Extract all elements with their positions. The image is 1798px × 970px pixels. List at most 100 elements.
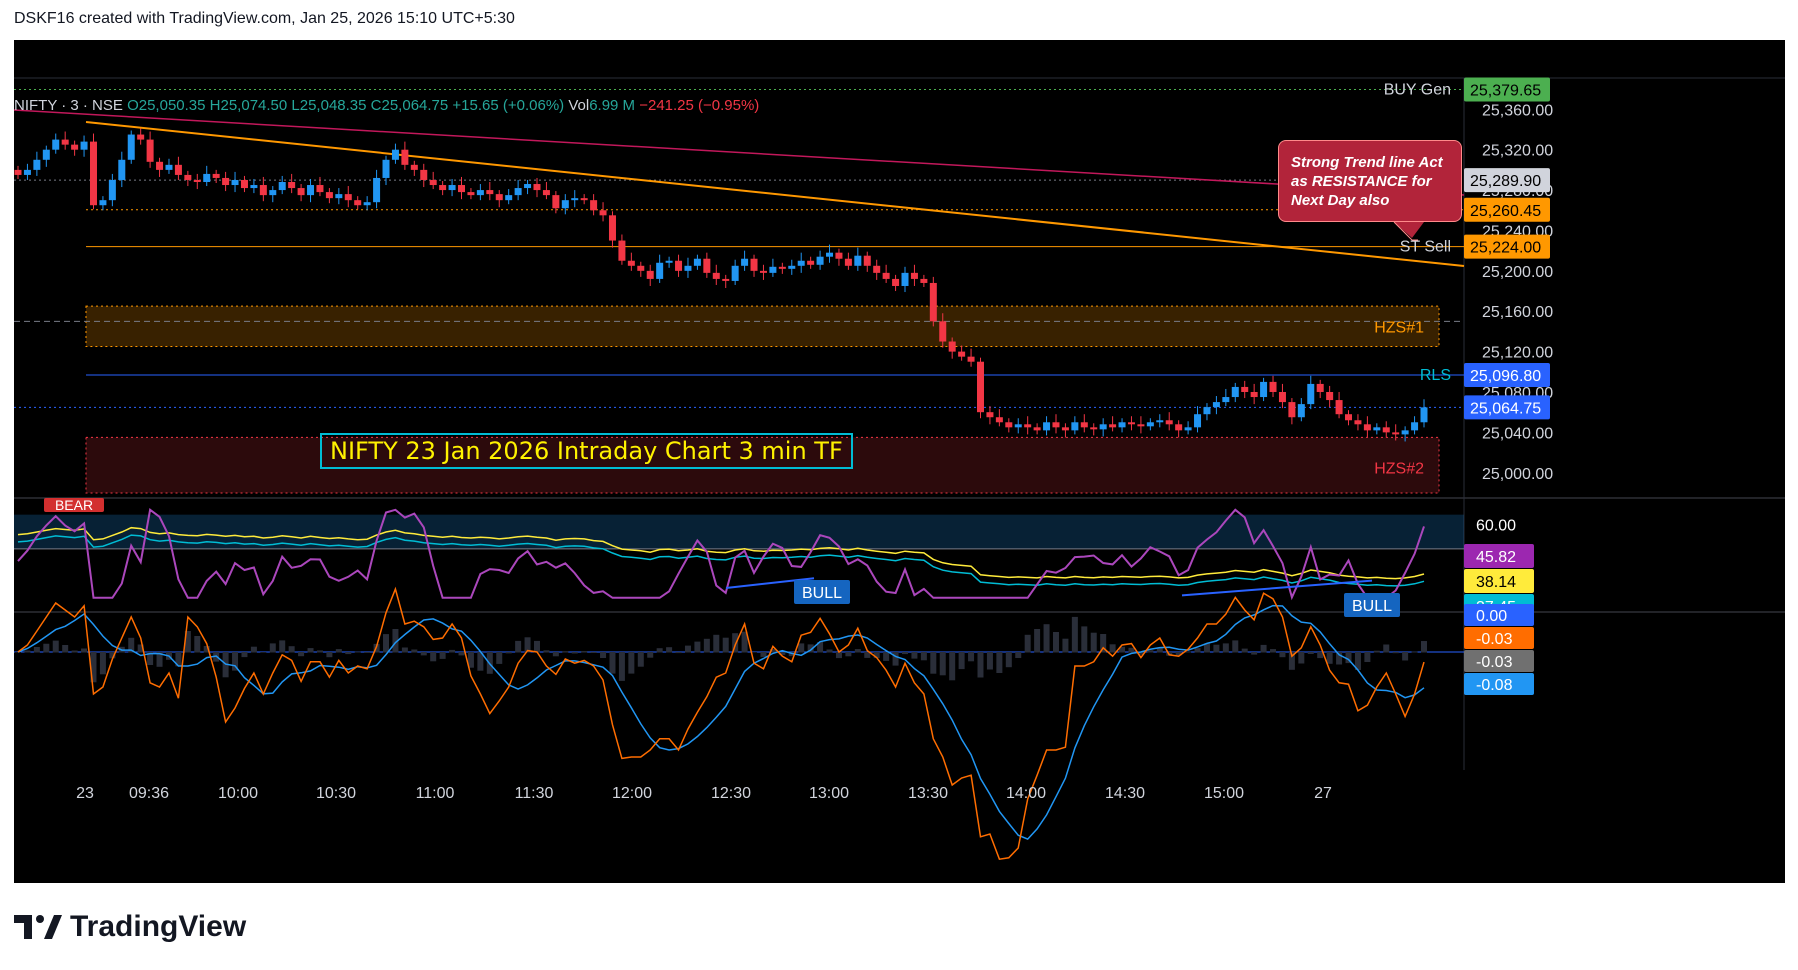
candle-body [1127,422,1135,425]
candle-body [354,200,362,206]
candle-body [80,141,88,150]
candle-body [1071,422,1079,431]
candle-body [89,141,97,206]
candle-body [391,149,399,160]
macd-histogram-bar [1364,652,1371,662]
macd-histogram-bar [1241,648,1248,653]
macd-histogram-bar [260,652,267,653]
candle-body [627,260,635,266]
macd-histogram-bar [1043,624,1050,653]
candle-body [684,265,692,271]
candle-body [363,202,371,206]
candle-body [14,169,22,175]
candle-body [722,278,730,281]
prev-close-price-bg [1464,168,1550,193]
macd-histogram-bar [458,652,465,656]
callout-pointer-edge-1 [1393,221,1413,241]
candle-body [382,159,390,178]
macd-histogram-bar [288,646,295,653]
macd-histogram-bar [1279,652,1286,658]
candle-body [344,194,352,201]
candle-body [675,260,683,271]
macd-histogram-bar [203,646,210,653]
candle-body [788,265,796,269]
macd-histogram-bar [147,652,154,665]
candle-body [976,361,984,413]
macd-histogram-bar [52,640,59,653]
legend-change: +15.65 (+0.06%) [452,97,565,114]
macd-histogram-bar [1288,652,1295,670]
macd-histogram-bar [524,637,531,653]
macd-histogram-bar [515,640,522,653]
st-sell-price: 25,224.00 [1470,240,1541,257]
macd-histogram-bar [722,637,729,653]
candle-body [288,181,296,189]
candle-body [325,192,333,199]
candle-body [1052,422,1060,428]
candle-body [599,210,607,216]
candle-body [1109,424,1117,428]
candle-body [892,278,900,286]
macd-histogram-bar [703,638,710,653]
chart-title-annotation[interactable]: NIFTY 23 Jan 2026 Intraday Chart 3 min T… [320,433,853,469]
macd-label-bg [1464,673,1534,695]
candle-body [618,240,626,261]
tradingview-logo-icon [14,915,62,939]
macd-histogram-bar [920,652,927,661]
osc-label: 45.82 [1476,549,1516,566]
bull-tag-2: BULL [1352,598,1392,615]
legend-open: O25,050.35 [127,97,206,114]
macd-histogram-bar [826,649,833,653]
macd-histogram-bar [137,644,144,653]
candle-body [552,195,560,209]
macd-histogram-bar [684,645,691,653]
resistance-callout[interactable]: Strong Trend line Act as RESISTANCE for … [1278,140,1462,222]
candle-body [1260,381,1268,398]
macd-histogram-bar [439,652,446,659]
candle-body [750,258,758,271]
candle-body [844,258,852,266]
candle-body [967,356,975,362]
candle-body [1401,430,1409,435]
candle-body [901,272,909,286]
candle-body [929,282,937,322]
candle-body [1043,422,1051,431]
macd-histogram-bar [751,652,758,653]
candle-body [1090,427,1098,430]
macd-histogram-bar [364,652,371,653]
candle-body [1231,386,1239,398]
macd-histogram-bar [562,651,569,653]
candle-body [118,159,126,180]
candle-body [1203,407,1211,415]
candle-body [401,149,409,165]
macd-histogram-bar [1147,650,1154,653]
candle-body [1184,427,1192,431]
macd-histogram-bar [1251,652,1258,655]
macd-histogram-bar [1185,651,1192,653]
candle-body [1420,407,1428,423]
macd-histogram-bar [383,634,390,653]
candle-body [458,185,466,193]
candle-body [42,149,50,160]
candle-body [52,139,60,150]
macd-histogram-bar [1024,634,1031,653]
x-tick-label: 12:30 [711,785,751,802]
candle-body [127,134,135,160]
macd-histogram-bar [609,652,616,674]
macd-signal-line [17,604,1425,840]
y-tick-label: 25,200.00 [1482,264,1553,281]
macd-histogram-bar [1222,643,1229,653]
macd-histogram-bar [713,634,720,653]
macd-histogram-bar [467,652,474,668]
macd-histogram-bar [1354,652,1361,670]
ohlc-legend[interactable]: NIFTY · 3 · NSE O25,050.35 H25,074.50 L2… [14,97,759,114]
y-tick-label: 25,040.00 [1482,425,1553,442]
bull-divergence-2 [1181,579,1373,597]
sell-gen-price-bg [1464,197,1550,222]
candle-body [1250,391,1258,398]
macd-histogram-bar [1298,652,1305,664]
macd-label: -0.03 [1476,654,1513,671]
macd-histogram-bar [769,649,776,653]
